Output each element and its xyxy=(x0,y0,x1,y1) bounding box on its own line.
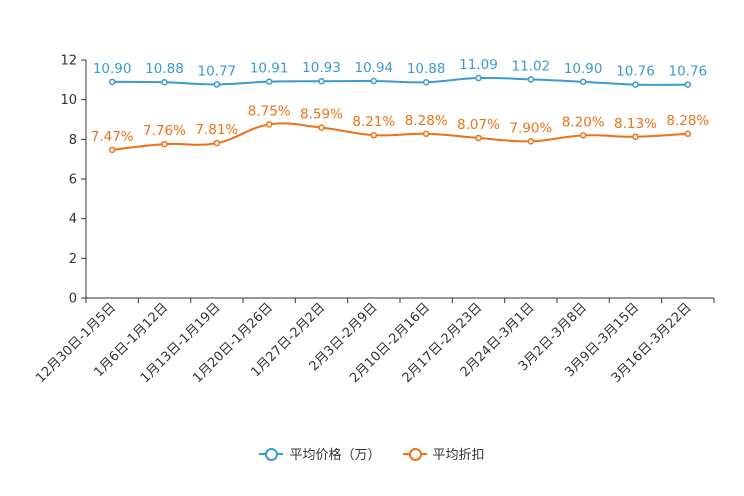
data-label: 8.28% xyxy=(666,113,709,129)
circle-line-icon xyxy=(259,447,284,461)
data-label: 8.28% xyxy=(405,113,448,129)
data-point xyxy=(632,133,639,141)
data-point xyxy=(527,76,535,83)
legend-item-discount[interactable]: 平均折扣 xyxy=(402,444,485,463)
data-label: 10.76 xyxy=(669,64,708,80)
data-label: 11.09 xyxy=(459,57,498,73)
data-point xyxy=(684,81,692,88)
data-point xyxy=(370,131,378,139)
data-point xyxy=(527,138,535,145)
data-point xyxy=(632,81,639,88)
y-tick-label: 12 xyxy=(60,54,77,69)
data-point xyxy=(213,139,221,147)
data-point xyxy=(579,78,587,86)
data-label: 8.59% xyxy=(300,107,343,123)
y-tick-label: 2 xyxy=(69,252,77,267)
data-point xyxy=(579,132,587,139)
data-point xyxy=(370,77,378,85)
data-point xyxy=(422,78,430,86)
data-label: 10.88 xyxy=(407,61,446,77)
data-label: 7.81% xyxy=(195,122,238,138)
line-chart: 02468101212月30日-1月5日1月6日-1月12日1月13日-1月19… xyxy=(33,54,715,386)
data-label: 10.91 xyxy=(250,61,289,77)
data-label: 10.93 xyxy=(302,60,341,76)
legend: 平均价格（万） 平均折扣 xyxy=(0,444,744,463)
data-point xyxy=(265,121,273,128)
data-label: 8.75% xyxy=(248,103,291,119)
y-tick-label: 10 xyxy=(60,93,77,108)
data-label: 8.13% xyxy=(614,116,657,132)
legend-item-price[interactable]: 平均价格（万） xyxy=(259,444,381,463)
data-label: 8.07% xyxy=(457,117,500,133)
data-point xyxy=(108,146,116,154)
data-label: 8.21% xyxy=(352,114,395,130)
series-line-1 xyxy=(112,122,688,151)
data-point xyxy=(161,140,168,148)
y-tick-label: 6 xyxy=(69,173,77,188)
data-label: 10.90 xyxy=(564,61,603,77)
data-point xyxy=(475,74,482,82)
legend-label-discount: 平均折扣 xyxy=(432,448,485,463)
data-point xyxy=(475,134,482,142)
circle-line-icon xyxy=(402,447,427,461)
data-label: 10.94 xyxy=(355,60,394,76)
data-point xyxy=(265,78,273,85)
data-point xyxy=(318,124,325,131)
data-label: 10.77 xyxy=(198,63,237,79)
data-label: 7.76% xyxy=(143,123,186,139)
data-point xyxy=(213,81,221,88)
series-line-0 xyxy=(112,76,688,86)
y-tick-label: 4 xyxy=(69,212,77,227)
legend-label-price: 平均价格（万） xyxy=(289,448,381,463)
data-point xyxy=(318,77,325,85)
data-point xyxy=(684,130,692,138)
data-label: 7.90% xyxy=(509,120,552,136)
y-tick-label: 8 xyxy=(69,133,77,148)
data-point xyxy=(422,130,430,138)
data-point xyxy=(161,78,168,86)
y-tick-label: 0 xyxy=(69,292,77,307)
data-label: 10.90 xyxy=(93,61,132,77)
data-label: 7.47% xyxy=(91,129,134,145)
data-label: 10.76 xyxy=(616,64,655,80)
data-label: 10.88 xyxy=(145,61,184,77)
data-point xyxy=(108,78,116,86)
data-label: 8.20% xyxy=(562,114,605,130)
data-label: 11.02 xyxy=(512,58,551,74)
